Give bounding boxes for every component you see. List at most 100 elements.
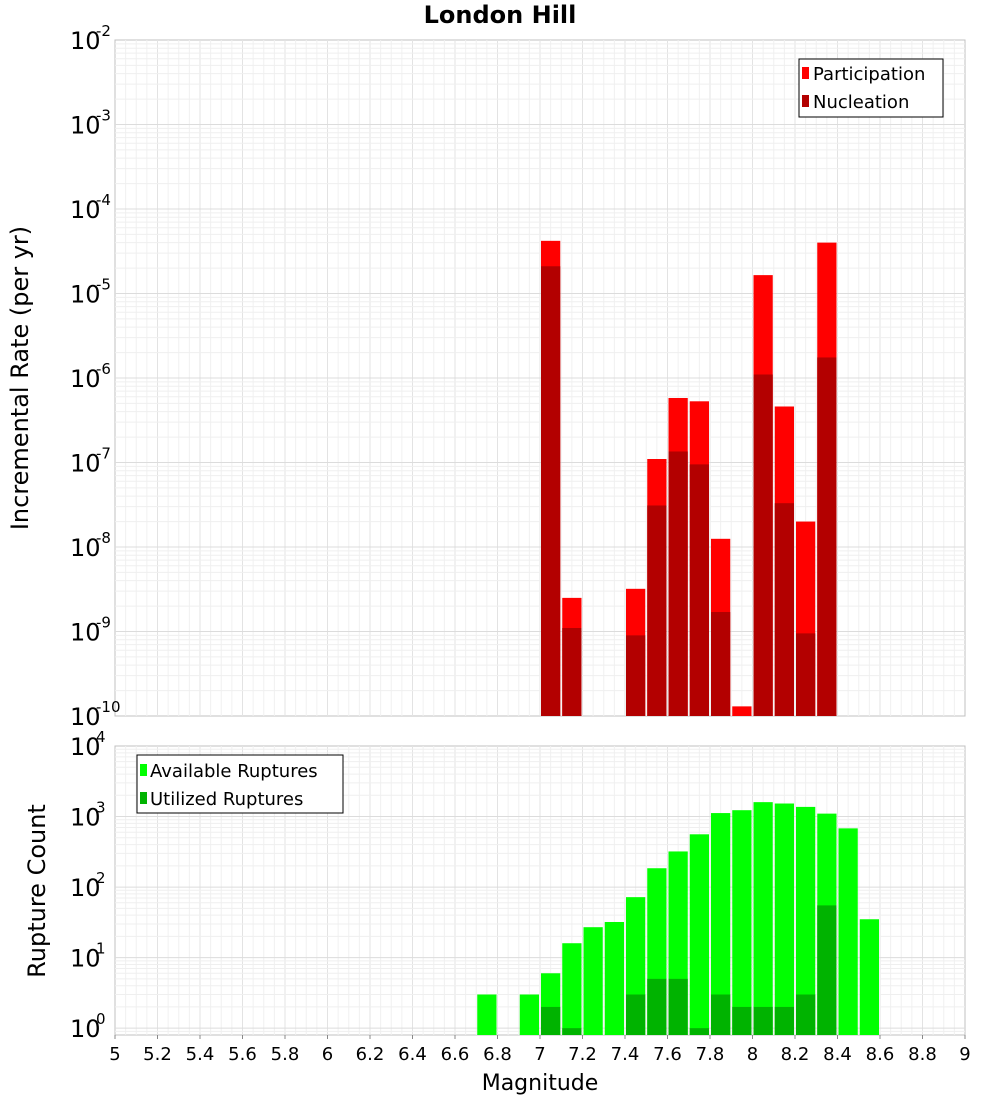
y-tick-label: 10 xyxy=(70,27,101,55)
x-tick-label: 6 xyxy=(322,1044,333,1065)
x-tick-label: 8.4 xyxy=(823,1044,852,1065)
bar-nucleation xyxy=(626,635,646,716)
x-tick-label: 8 xyxy=(747,1044,758,1065)
y-tick-exponent: -2 xyxy=(96,22,111,40)
y-tick-exponent: -3 xyxy=(96,107,111,125)
bar-available-ruptures xyxy=(838,828,858,1035)
y-tick-exponent: 0 xyxy=(96,1010,106,1028)
y-tick-exponent: -5 xyxy=(96,276,111,294)
x-tick-label: 6.2 xyxy=(356,1044,385,1065)
bar-available-ruptures xyxy=(562,943,582,1035)
y-tick-label: 10 xyxy=(70,196,101,224)
x-tick-label: 5.4 xyxy=(186,1044,215,1065)
y-tick-label: 10 xyxy=(70,945,101,973)
bar-utilized-ruptures xyxy=(689,1028,709,1035)
bar-nucleation xyxy=(796,633,816,716)
x-tick-label: 8.6 xyxy=(866,1044,895,1065)
bar-available-ruptures xyxy=(711,813,731,1035)
y-tick-exponent: -4 xyxy=(96,191,111,209)
bar-nucleation xyxy=(774,503,794,716)
x-tick-label: 6.4 xyxy=(398,1044,427,1065)
y-tick-label: 10 xyxy=(70,733,101,761)
bar-utilized-ruptures xyxy=(711,994,731,1035)
x-tick-label: 5 xyxy=(109,1044,120,1065)
legend-swatch-participation xyxy=(802,67,809,79)
bar-nucleation xyxy=(711,612,731,716)
bottom-legend-box xyxy=(136,754,344,814)
x-tick-label: 8.2 xyxy=(781,1044,810,1065)
bar-available-ruptures xyxy=(477,994,497,1035)
y-tick-label: 10 xyxy=(70,874,101,902)
bar-nucleation xyxy=(668,451,688,716)
legend-label-utilized-ruptures: Utilized Ruptures xyxy=(150,789,303,810)
y-tick-label: 10 xyxy=(70,703,101,731)
bar-utilized-ruptures xyxy=(626,994,646,1035)
bar-utilized-ruptures xyxy=(774,1006,794,1035)
bar-available-ruptures xyxy=(859,919,879,1035)
bar-nucleation xyxy=(753,374,773,716)
y-tick-exponent: 1 xyxy=(96,940,106,958)
bottom-legend: Available Ruptures Utilized Ruptures xyxy=(136,754,344,814)
top-legend: Participation Nucleation xyxy=(798,58,944,118)
legend-label-nucleation: Nucleation xyxy=(813,92,909,113)
legend-label-participation: Participation xyxy=(813,64,925,85)
y-tick-exponent: -9 xyxy=(96,614,111,632)
y-tick-label: 10 xyxy=(70,281,101,309)
x-tick-label: 5.6 xyxy=(228,1044,257,1065)
top-bars xyxy=(541,240,837,717)
x-tick-label: 7.2 xyxy=(568,1044,597,1065)
y-tick-label: 10 xyxy=(70,619,101,647)
x-axis-label: Magnitude xyxy=(482,1071,599,1096)
bar-nucleation xyxy=(817,357,837,716)
bar-participation xyxy=(732,706,752,716)
bar-utilized-ruptures xyxy=(817,905,837,1035)
x-tick-label: 8.8 xyxy=(908,1044,937,1065)
legend-swatch-nucleation xyxy=(802,95,809,107)
chart-title: London Hill xyxy=(424,1,577,29)
legend-swatch-utilized-ruptures xyxy=(140,792,147,804)
bar-available-ruptures xyxy=(689,834,709,1035)
x-tick-label: 7.8 xyxy=(696,1044,725,1065)
y-tick-exponent: -8 xyxy=(96,529,111,547)
y-tick-label: 10 xyxy=(70,804,101,832)
bar-available-ruptures xyxy=(519,994,539,1035)
bar-utilized-ruptures xyxy=(796,994,816,1035)
y-tick-label: 10 xyxy=(70,450,101,478)
bar-available-ruptures xyxy=(796,806,816,1035)
x-tick-label: 6.6 xyxy=(441,1044,470,1065)
bottom-y-axis-label: Rupture Count xyxy=(23,804,51,978)
x-ticks: 5 5.2 5.4 5.6 5.8 6 6.2 6.4 6.6 6.8 7 7.2 7.4 7.6 7.8 8… xyxy=(109,1035,971,1065)
y-tick-label: 10 xyxy=(70,365,101,393)
top-legend-box xyxy=(798,58,944,118)
x-tick-label: 7 xyxy=(534,1044,545,1065)
x-tick-label: 6.8 xyxy=(483,1044,512,1065)
bar-utilized-ruptures xyxy=(732,1006,752,1035)
y-tick-exponent: 2 xyxy=(96,869,106,887)
bar-nucleation xyxy=(541,266,561,716)
bar-nucleation xyxy=(647,505,667,716)
bar-available-ruptures xyxy=(583,927,603,1035)
x-tick-label: 5.8 xyxy=(271,1044,300,1065)
bottom-bars xyxy=(477,802,879,1035)
legend-swatch-available-ruptures xyxy=(140,764,147,776)
bar-available-ruptures xyxy=(774,803,794,1035)
bar-utilized-ruptures xyxy=(753,1006,773,1035)
bar-nucleation xyxy=(562,628,582,716)
x-tick-label: 5.2 xyxy=(143,1044,172,1065)
top-gridlines xyxy=(115,40,965,716)
y-tick-exponent: 3 xyxy=(96,799,106,817)
x-tick-label: 7.6 xyxy=(653,1044,682,1065)
y-tick-exponent: -6 xyxy=(96,360,111,378)
y-tick-label: 10 xyxy=(70,534,101,562)
x-tick-label: 7.4 xyxy=(611,1044,640,1065)
y-tick-exponent: 4 xyxy=(96,728,106,746)
bar-nucleation xyxy=(689,464,709,716)
bar-utilized-ruptures xyxy=(647,978,667,1035)
legend-label-available-ruptures: Available Ruptures xyxy=(150,761,318,782)
bar-available-ruptures xyxy=(732,810,752,1035)
